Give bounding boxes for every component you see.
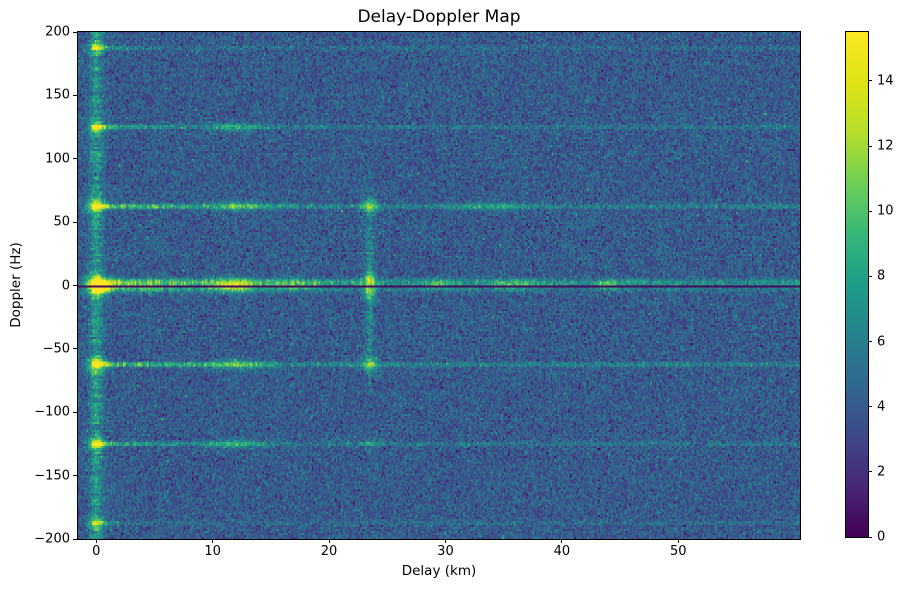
y-tick-mark: [73, 348, 77, 350]
y-tick-mark: [73, 411, 77, 413]
y-tick-label: −50: [42, 341, 70, 357]
colorbar-tick-label: 0: [877, 529, 886, 545]
x-tick-mark: [95, 539, 97, 543]
y-tick-label: −100: [34, 404, 70, 420]
y-tick-label: 150: [45, 87, 70, 103]
x-tick-label: 10: [204, 544, 221, 559]
y-axis-label: Doppler (Hz): [8, 242, 24, 328]
y-tick-label: 100: [45, 151, 70, 167]
colorbar-tick-label: 4: [877, 399, 886, 415]
colorbar-tick-mark: [868, 80, 872, 82]
y-tick-label: 0: [61, 278, 70, 293]
colorbar-tick-mark: [868, 406, 872, 408]
plot-area: [77, 31, 801, 540]
x-tick-mark: [328, 539, 330, 543]
x-tick-mark: [444, 539, 446, 543]
x-tick-label: 0: [92, 544, 101, 559]
y-tick-mark: [73, 285, 77, 286]
y-tick-label: −150: [34, 468, 70, 484]
colorbar-tick-mark: [868, 145, 872, 147]
colorbar-tick-label: 10: [877, 203, 894, 219]
chart-title: Delay-Doppler Map: [357, 7, 521, 27]
heatmap-canvas: [78, 32, 800, 539]
x-tick-mark: [212, 539, 214, 543]
y-tick-label: −200: [34, 531, 70, 547]
x-tick-label: 40: [553, 544, 571, 559]
colorbar-tick-label: 2: [877, 464, 886, 480]
y-tick-mark: [73, 475, 77, 477]
colorbar-tick-mark: [868, 536, 872, 538]
colorbar-tick-mark: [868, 275, 872, 277]
y-tick-mark: [73, 221, 77, 223]
y-tick-mark: [73, 538, 77, 540]
x-tick-label: 50: [669, 544, 687, 559]
colorbar-canvas: [846, 32, 868, 537]
x-tick-label: 20: [320, 544, 338, 559]
colorbar-tick-mark: [868, 471, 872, 473]
x-tick-mark: [677, 539, 679, 543]
x-tick-mark: [561, 539, 563, 543]
y-tick-label: 50: [53, 214, 70, 230]
y-tick-mark: [73, 31, 77, 33]
y-tick-label: 200: [45, 24, 70, 40]
colorbar-tick-label: 8: [877, 268, 886, 284]
colorbar-tick-label: 14: [877, 73, 894, 89]
y-tick-mark: [73, 94, 77, 96]
x-tick-label: 30: [437, 544, 454, 559]
colorbar-tick-label: 12: [877, 138, 894, 154]
colorbar-tick-mark: [868, 210, 872, 212]
colorbar-tick-label: 6: [877, 334, 886, 350]
colorbar-tick-mark: [868, 341, 872, 343]
x-axis-label: Delay (km): [401, 563, 477, 579]
colorbar: [845, 31, 869, 538]
y-tick-mark: [73, 158, 77, 160]
